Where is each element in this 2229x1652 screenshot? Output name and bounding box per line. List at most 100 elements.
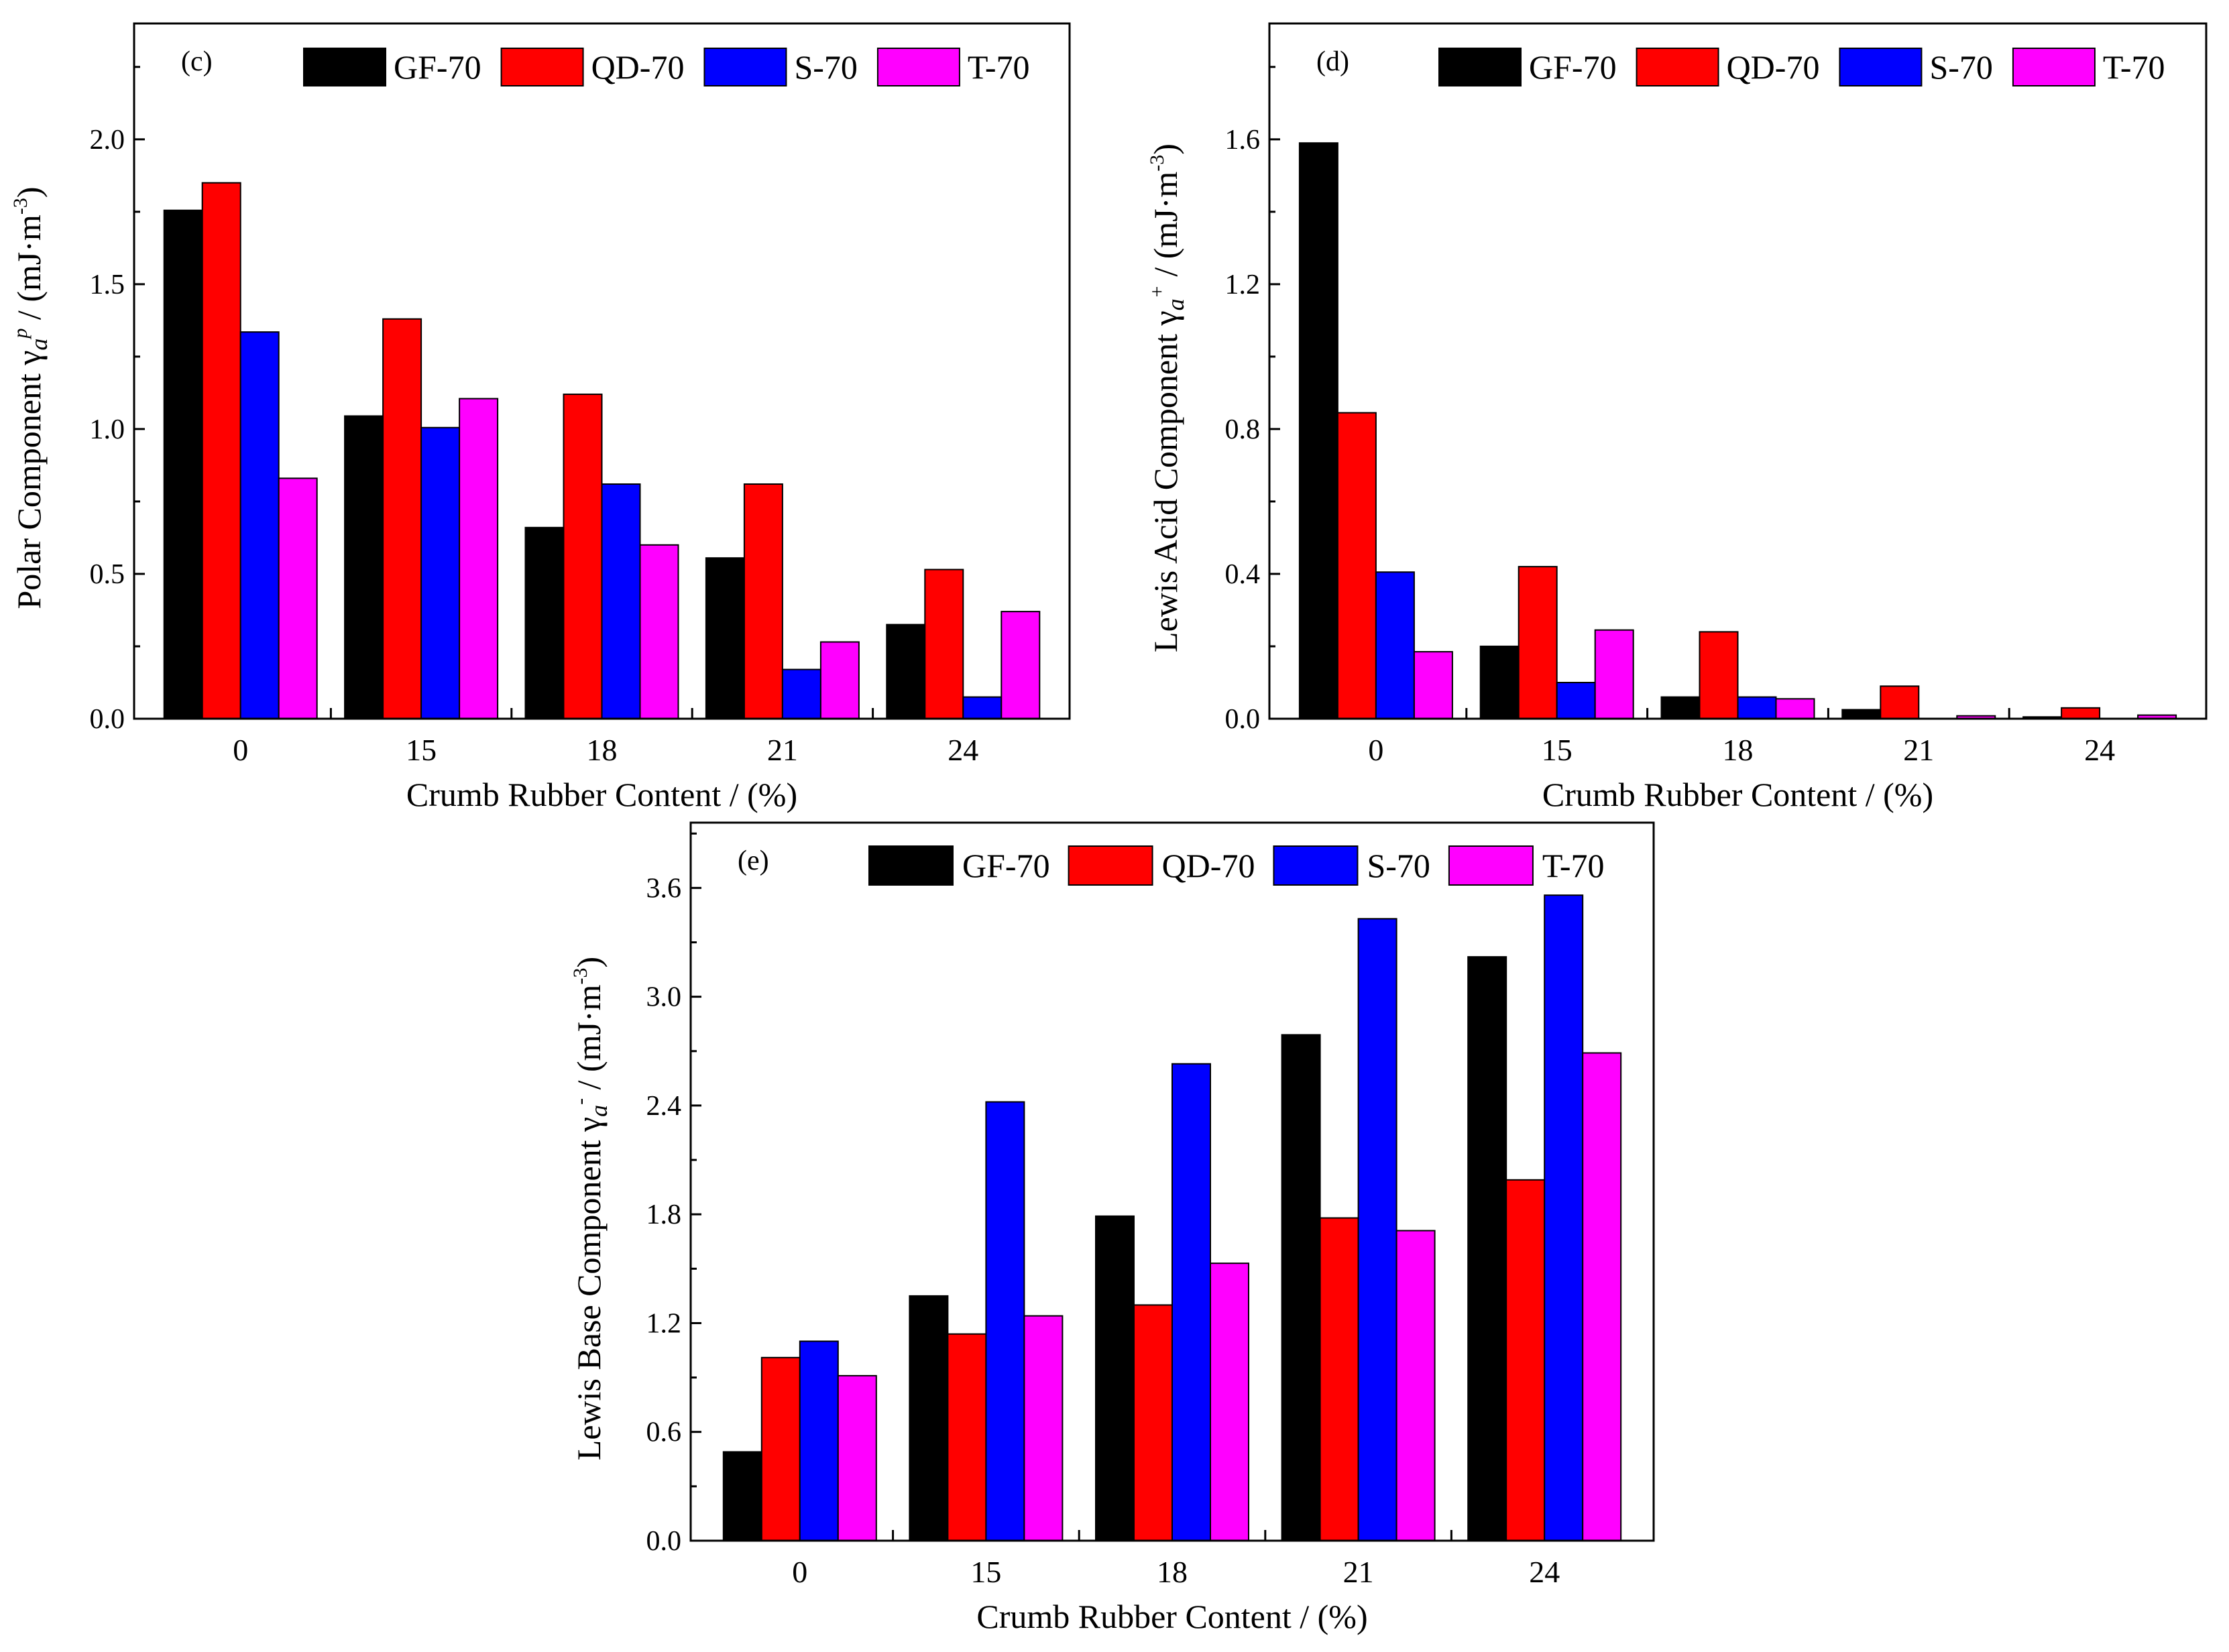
y-tick-label: 0.0 [1225, 704, 1261, 735]
x-tick-label: 24 [1529, 1555, 1560, 1589]
y-axis-title: Lewis Acid Component γa+ / (mJ·m-3) [1146, 143, 1189, 652]
y-tick-label: 2.4 [646, 1091, 682, 1122]
legend-swatch-gf-70 [868, 845, 954, 886]
bar-s-70-15 [985, 1101, 1025, 1541]
bar-s-70-21 [1357, 918, 1397, 1542]
bar-s-70-15 [1556, 681, 1596, 719]
bar-s-70-15 [420, 426, 461, 719]
bar-t-70-15 [1594, 629, 1634, 720]
legend-label-t-70: T-70 [2103, 48, 2165, 86]
x-axis-title: Crumb Rubber Content / (%) [976, 1598, 1367, 1635]
y-tick-label: 0.8 [1225, 414, 1261, 445]
plot-frame [689, 821, 1655, 1542]
legend-swatch-gf-70 [1438, 48, 1522, 86]
panel-d: 0.0 0.4 0.8 1.2 1.6 0 15 18 21 24 Crumb Rubber Con… [1146, 22, 2208, 813]
bar-t-70-0 [1413, 651, 1453, 720]
bar-gf-70-18 [1095, 1215, 1135, 1541]
legend-label-s-70: S-70 [794, 48, 857, 86]
panel-label: (e) [738, 845, 769, 876]
bar-gf-70-0 [163, 209, 203, 720]
bar-gf-70-21 [1841, 709, 1882, 720]
bar-gf-70-15 [1479, 645, 1520, 720]
y-tick-label: 1.0 [90, 414, 125, 445]
bar-qd-70-21 [743, 483, 783, 719]
bar-t-70-18 [639, 544, 679, 719]
x-tick-label: 18 [1723, 733, 1754, 767]
y-title-superscript: p [9, 329, 32, 340]
y-title-unit-close: ) [1147, 143, 1184, 155]
x-tick-label: 18 [1157, 1555, 1188, 1589]
bar-qd-70-18 [1133, 1304, 1173, 1541]
bar-gf-70-21 [705, 557, 745, 719]
bar-t-70-18 [1775, 698, 1815, 720]
y-title-unit-superscript: -3 [1146, 155, 1168, 172]
x-axis-title: Crumb Rubber Content / (%) [406, 776, 797, 813]
legend-swatch-s-70 [1839, 48, 1923, 86]
panel-e: 0.0 0.6 1.2 1.8 2.4 3.0 3.6 0 15 18 21 24 Crumb Rubb… [569, 821, 1655, 1635]
bar-t-70-15 [459, 398, 499, 719]
bar-gf-70-24 [886, 624, 926, 720]
bar-s-70-21 [781, 668, 821, 720]
bar-gf-70-0 [722, 1451, 762, 1542]
bar-s-70-0 [239, 331, 280, 719]
bar-gf-70-15 [344, 415, 384, 719]
y-tick-label: 1.2 [1225, 270, 1261, 300]
bar-t-70-21 [1395, 1230, 1436, 1541]
legend-swatch-qd-70 [1636, 48, 1719, 86]
bar-gf-70-18 [524, 526, 565, 719]
x-tick-label: 15 [1542, 733, 1573, 767]
y-tick-label: 0.0 [90, 704, 125, 735]
y-tick-label: 1.6 [1225, 125, 1261, 156]
x-tick-label: 15 [970, 1555, 1001, 1589]
y-title-text: Lewis Acid Component γ [1147, 310, 1184, 652]
y-title-text: Lewis Base Component γ [570, 1117, 608, 1460]
legend-swatch-t-70 [2012, 48, 2096, 86]
bar-s-70-18 [1171, 1063, 1211, 1542]
bar-s-70-24 [1544, 894, 1584, 1541]
legend-swatch-s-70 [703, 48, 787, 86]
y-tick-label: 0.6 [646, 1417, 682, 1448]
y-title-text: Polar Component γ [10, 351, 48, 609]
legend-label-gf-70: GF-70 [394, 48, 481, 86]
y-tick-label: 0.4 [1225, 559, 1261, 590]
bar-gf-70-0 [1298, 142, 1338, 719]
x-tick-label: 21 [1903, 733, 1934, 767]
y-tick-label: 1.5 [90, 270, 125, 300]
bar-t-70-24 [1582, 1052, 1622, 1541]
x-tick-label: 15 [406, 733, 437, 767]
panel-label: (c) [181, 46, 213, 77]
y-title-unit-close: ) [570, 957, 608, 968]
bar-t-70-0 [837, 1374, 877, 1542]
bar-gf-70-21 [1281, 1034, 1321, 1541]
legend-swatch-t-70 [1448, 845, 1534, 886]
legend-label-qd-70: QD-70 [1162, 847, 1255, 884]
y-title-subscript: a [585, 1105, 612, 1117]
legend-label-gf-70: GF-70 [962, 847, 1050, 884]
bar-qd-70-0 [760, 1356, 801, 1542]
y-tick-label: 1.2 [646, 1308, 682, 1339]
plot-frame [133, 22, 1071, 720]
bar-qd-70-18 [1699, 631, 1739, 719]
bar-qd-70-18 [563, 394, 603, 719]
y-title-unit-superscript: -3 [569, 967, 591, 984]
bar-qd-70-15 [947, 1333, 987, 1541]
legend-swatch-t-70 [876, 48, 960, 86]
legend-label-t-70: T-70 [968, 48, 1030, 86]
legend-swatch-s-70 [1273, 845, 1359, 886]
x-tick-label: 0 [233, 733, 248, 767]
panel-label: (d) [1316, 46, 1349, 77]
legend-label-gf-70: GF-70 [1529, 48, 1617, 86]
y-tick-label: 1.8 [646, 1199, 682, 1230]
y-axis-title: Polar Component γap / (mJ·m-3) [9, 186, 52, 609]
bar-s-70-18 [601, 483, 641, 719]
y-tick-label: 3.0 [646, 982, 682, 1013]
bar-qd-70-0 [1336, 412, 1377, 720]
x-tick-label: 0 [1368, 733, 1383, 767]
y-title-unit: / (mJ·m [10, 215, 48, 329]
bar-qd-70-21 [1880, 685, 1920, 719]
legend-swatch-qd-70 [1068, 845, 1153, 886]
bar-t-70-18 [1210, 1262, 1249, 1542]
bar-t-70-24 [1001, 611, 1041, 719]
y-title-superscript: - [569, 1098, 591, 1105]
panel-c: 0.0 0.5 1.0 1.5 2.0 0 15 18 21 24 Crumb Rubber Con… [9, 22, 1071, 813]
